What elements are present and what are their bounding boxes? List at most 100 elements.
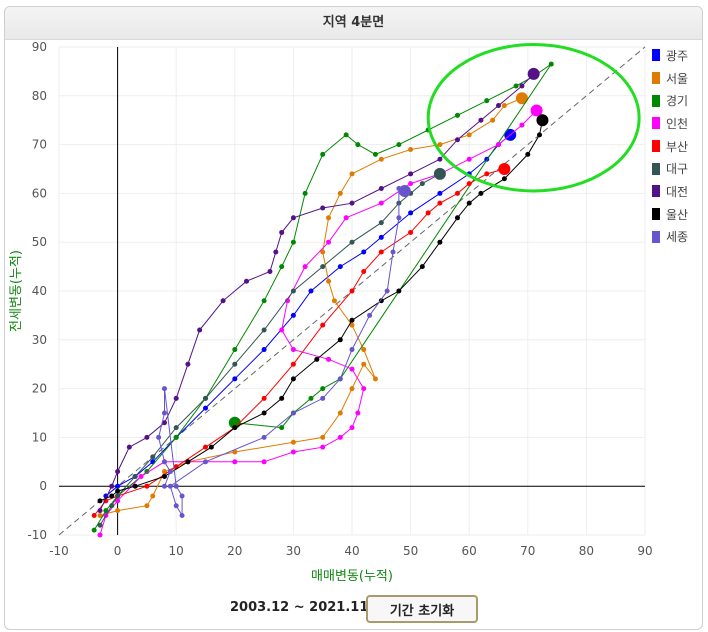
data-point[interactable] <box>290 288 296 294</box>
series-endpoint[interactable] <box>433 167 446 180</box>
data-point[interactable] <box>320 395 326 401</box>
data-point[interactable] <box>161 473 167 479</box>
data-point[interactable] <box>496 142 501 148</box>
data-point[interactable] <box>279 425 285 431</box>
data-point[interactable] <box>478 117 484 123</box>
data-point[interactable] <box>97 508 103 514</box>
data-point[interactable] <box>326 356 332 362</box>
data-point[interactable] <box>331 298 337 304</box>
data-point[interactable] <box>320 249 326 255</box>
data-point[interactable] <box>261 395 267 401</box>
data-point[interactable] <box>501 176 507 182</box>
data-point[interactable] <box>302 190 308 196</box>
data-point[interactable] <box>519 83 525 89</box>
data-point[interactable] <box>343 132 349 138</box>
data-point[interactable] <box>337 410 343 416</box>
data-point[interactable] <box>261 459 267 465</box>
data-point[interactable] <box>232 449 238 455</box>
data-point[interactable] <box>115 483 121 489</box>
data-point[interactable] <box>115 488 121 494</box>
data-point[interactable] <box>308 288 314 294</box>
data-point[interactable] <box>408 229 414 235</box>
data-point[interactable] <box>290 347 296 353</box>
data-point[interactable] <box>109 493 115 499</box>
data-point[interactable] <box>97 498 103 504</box>
data-point[interactable] <box>437 156 443 162</box>
data-point[interactable] <box>390 249 396 255</box>
data-point[interactable] <box>343 215 349 221</box>
data-point[interactable] <box>273 249 279 255</box>
data-point[interactable] <box>173 425 179 431</box>
data-point[interactable] <box>109 503 115 509</box>
data-point[interactable] <box>290 312 296 318</box>
data-point[interactable] <box>173 503 179 509</box>
data-point[interactable] <box>349 322 355 328</box>
data-point[interactable] <box>320 322 326 328</box>
data-point[interactable] <box>150 454 156 460</box>
data-point[interactable] <box>408 181 414 187</box>
legend-item[interactable]: 서울 <box>652 67 688 90</box>
data-point[interactable] <box>419 181 425 187</box>
data-point[interactable] <box>320 205 326 211</box>
data-point[interactable] <box>349 171 355 177</box>
data-point[interactable] <box>290 361 296 367</box>
legend-item[interactable]: 부산 <box>652 135 688 158</box>
data-point[interactable] <box>378 186 384 192</box>
data-point[interactable] <box>361 249 367 255</box>
data-point[interactable] <box>279 264 285 270</box>
data-point[interactable] <box>279 327 285 333</box>
data-point[interactable] <box>320 386 326 392</box>
data-point[interactable] <box>109 483 115 489</box>
data-point[interactable] <box>378 156 384 162</box>
series-endpoint[interactable] <box>530 104 543 117</box>
data-point[interactable] <box>115 508 121 514</box>
data-point[interactable] <box>466 132 472 138</box>
data-point[interactable] <box>314 356 320 362</box>
data-point[interactable] <box>355 142 361 148</box>
data-point[interactable] <box>337 376 343 382</box>
data-point[interactable] <box>173 395 179 401</box>
data-point[interactable] <box>126 444 132 450</box>
data-point[interactable] <box>161 483 167 489</box>
data-point[interactable] <box>349 239 355 245</box>
data-point[interactable] <box>91 527 97 533</box>
data-point[interactable] <box>138 473 144 479</box>
legend-item[interactable]: 인천 <box>652 112 688 135</box>
data-point[interactable] <box>408 146 414 152</box>
data-point[interactable] <box>132 483 138 489</box>
data-point[interactable] <box>290 439 296 445</box>
data-point[interactable] <box>378 298 384 304</box>
legend-item[interactable]: 경기 <box>652 89 688 112</box>
data-point[interactable] <box>279 229 285 235</box>
reset-period-button[interactable]: 기간 초기화 <box>366 595 478 623</box>
data-point[interactable] <box>425 210 431 216</box>
data-point[interactable] <box>337 264 343 270</box>
data-point[interactable] <box>197 327 203 333</box>
data-point[interactable] <box>326 278 332 284</box>
data-point[interactable] <box>437 239 443 245</box>
data-point[interactable] <box>173 434 179 440</box>
data-point[interactable] <box>326 239 332 245</box>
data-point[interactable] <box>548 61 554 67</box>
data-point[interactable] <box>396 215 402 221</box>
data-point[interactable] <box>326 215 332 221</box>
data-point[interactable] <box>232 376 238 382</box>
data-point[interactable] <box>396 142 402 148</box>
legend-item[interactable]: 대전 <box>652 180 688 203</box>
data-point[interactable] <box>361 268 367 274</box>
data-point[interactable] <box>349 425 355 431</box>
data-point[interactable] <box>179 512 185 518</box>
data-point[interactable] <box>161 386 167 392</box>
data-point[interactable] <box>490 117 496 123</box>
data-point[interactable] <box>454 137 460 143</box>
data-point[interactable] <box>466 156 472 162</box>
data-point[interactable] <box>454 112 460 118</box>
data-point[interactable] <box>167 469 173 475</box>
data-point[interactable] <box>261 410 267 416</box>
data-point[interactable] <box>302 264 308 270</box>
data-point[interactable] <box>513 83 519 89</box>
data-point[interactable] <box>349 200 355 206</box>
data-point[interactable] <box>501 103 507 109</box>
data-point[interactable] <box>478 190 484 196</box>
data-point[interactable] <box>349 317 355 323</box>
